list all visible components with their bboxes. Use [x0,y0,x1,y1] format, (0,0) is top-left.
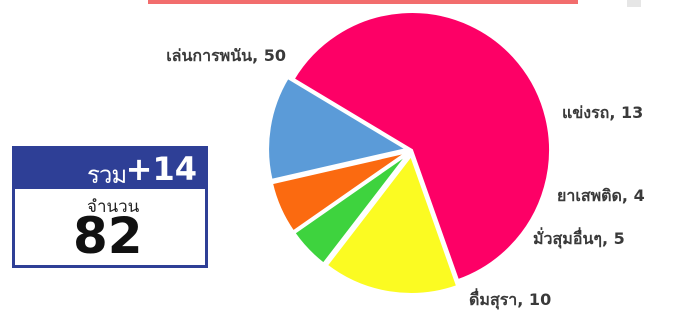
total-card: รวม +14 จำนวน 82 [12,146,208,268]
pie-slice [270,151,408,233]
count-value: 82 [73,207,143,265]
slice-label: ดื่มสุรา, 10 [469,288,551,310]
pie-slice [267,76,409,182]
pie-slice [292,11,551,282]
count-label: จำนวน [87,197,140,217]
pie-slice [325,153,459,295]
slice-label: เล่นการพนัน, 50 [166,46,286,65]
pie-slice [293,153,409,265]
top-accent-bar [148,0,578,4]
total-delta: +14 [125,150,197,188]
total-header: รวม +14 [15,149,205,189]
slice-label: ยาเสพติด, 4 [557,186,645,205]
slice-label: มั่วสุมอื่นๆ, 5 [533,227,625,249]
corner-mark [627,0,641,7]
total-label: รวม [87,161,127,189]
slice-label: แข่งรถ, 13 [562,103,643,122]
